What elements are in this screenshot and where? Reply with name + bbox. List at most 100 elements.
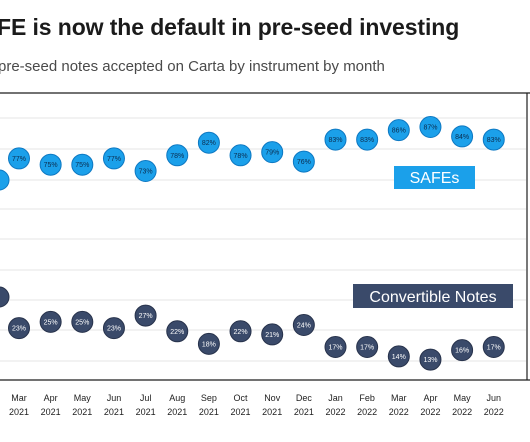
series-layer: 77% 75% 75% 77% 73% 78% 82% 78% 79% 76% 83% 83% 86% 8… xyxy=(0,116,505,371)
safe-marker xyxy=(39,153,62,176)
note-marker xyxy=(324,336,347,358)
x-tick: Jun 2021 xyxy=(104,393,124,417)
note-value-label: 23% xyxy=(107,326,121,333)
note-value-label: 22% xyxy=(234,329,248,336)
note-value-label: 27% xyxy=(139,313,153,320)
safe-marker xyxy=(292,150,315,173)
x-tick-month: Sep xyxy=(201,393,217,403)
note-marker xyxy=(8,317,30,340)
note-point: 25% xyxy=(71,310,94,333)
note-value-label: 13% xyxy=(423,357,437,364)
safe-value-label: 78% xyxy=(234,153,248,160)
note-value-label: 17% xyxy=(328,345,342,352)
note-value-label: 17% xyxy=(487,345,501,352)
note-marker xyxy=(166,320,189,343)
note-point: 24% xyxy=(292,314,315,336)
note-marker xyxy=(39,310,62,333)
legend-safes-label: SAFEs xyxy=(410,170,460,187)
x-tick: Dec 2021 xyxy=(294,393,314,417)
note-marker xyxy=(482,336,505,358)
x-tick-month: Mar xyxy=(11,393,27,403)
x-tick-year: 2021 xyxy=(167,407,187,417)
x-tick-year: 2021 xyxy=(104,407,124,417)
note-point: 27% xyxy=(134,304,157,327)
safe-point: 83% xyxy=(356,128,379,151)
x-tick-month: May xyxy=(74,393,92,403)
partial-point xyxy=(0,286,10,308)
x-tick-month: Aug xyxy=(169,393,185,403)
note-point: 16% xyxy=(451,339,474,362)
x-tick: May 2022 xyxy=(452,393,472,417)
safe-marker xyxy=(197,131,220,154)
safe-marker xyxy=(387,119,410,142)
safe-point: 75% xyxy=(71,153,94,176)
safe-point: 83% xyxy=(482,128,505,151)
x-tick-year: 2021 xyxy=(231,407,251,417)
safe-value-label: 87% xyxy=(423,125,437,132)
safe-value-label: 77% xyxy=(107,156,121,163)
x-tick-year: 2022 xyxy=(420,407,440,417)
note-value-label: 24% xyxy=(297,323,311,330)
x-tick-year: 2021 xyxy=(72,407,92,417)
note-value-label: 21% xyxy=(265,332,279,339)
safe-point: 84% xyxy=(451,125,474,148)
x-tick-year: 2021 xyxy=(294,407,314,417)
note-value-label: 25% xyxy=(75,319,89,326)
x-tick-month: Dec xyxy=(296,393,313,403)
x-tick-year: 2022 xyxy=(484,407,504,417)
note-point: 18% xyxy=(197,332,220,355)
legend-convertible-notes: Convertible Notes xyxy=(353,284,513,308)
safe-marker xyxy=(451,125,474,148)
safe-point: 75% xyxy=(39,153,62,176)
safe-value-label: 77% xyxy=(12,156,26,163)
note-value-label: 23% xyxy=(12,326,26,333)
x-tick-month: Jan xyxy=(328,393,343,403)
safe-point: 78% xyxy=(229,144,252,167)
note-marker xyxy=(387,345,410,368)
series-note: 23% 25% 25% 23% 27% 22% 18% 22% 21% 24% 17% 17% 14% 1… xyxy=(0,286,505,371)
x-tick-year: 2022 xyxy=(389,407,409,417)
safe-marker xyxy=(324,128,347,151)
legend-notes-label: Convertible Notes xyxy=(369,289,496,306)
safe-value-label: 82% xyxy=(202,140,216,147)
safe-marker xyxy=(419,116,442,138)
note-marker xyxy=(197,332,220,355)
note-marker xyxy=(451,339,474,362)
x-tick: May 2021 xyxy=(72,393,92,417)
safe-marker xyxy=(102,147,125,170)
safe-marker xyxy=(166,144,189,167)
x-tick: Sep 2021 xyxy=(199,393,219,417)
safe-value-label: 73% xyxy=(139,169,153,176)
safe-point: 77% xyxy=(102,147,125,170)
series-safe: 77% 75% 75% 77% 73% 78% 82% 78% 79% 76% 83% 83% 86% 8… xyxy=(0,116,505,191)
note-point: 17% xyxy=(324,336,347,358)
safe-point: 77% xyxy=(8,147,30,170)
x-tick-year: 2022 xyxy=(357,407,377,417)
x-tick: Jun 2022 xyxy=(484,393,504,417)
safe-value-label: 75% xyxy=(44,162,58,169)
x-tick: Oct 2021 xyxy=(231,393,251,417)
note-marker xyxy=(134,304,157,327)
note-value-label: 14% xyxy=(392,354,406,361)
x-tick-month: Oct xyxy=(234,393,249,403)
x-tick-month: Apr xyxy=(44,393,58,403)
x-tick-year: 2021 xyxy=(41,407,61,417)
note-value-label: 18% xyxy=(202,341,216,348)
safe-value-label: 83% xyxy=(328,137,342,144)
note-point: 13% xyxy=(419,348,442,371)
safe-value-label: 83% xyxy=(360,137,374,144)
note-point: 22% xyxy=(166,320,189,343)
x-tick: Apr 2021 xyxy=(41,393,61,417)
x-tick: Feb 2022 xyxy=(357,393,377,417)
note-marker xyxy=(419,348,442,371)
safe-value-label: 84% xyxy=(455,134,469,141)
safe-marker xyxy=(482,128,505,151)
note-marker xyxy=(71,310,94,333)
note-marker xyxy=(356,336,379,358)
safe-marker xyxy=(8,147,30,170)
x-tick-month: May xyxy=(454,393,472,403)
note-value-label: 22% xyxy=(170,329,184,336)
x-tick: Apr 2022 xyxy=(420,393,440,417)
safe-point: 87% xyxy=(419,116,442,138)
safe-point: 73% xyxy=(134,160,157,182)
